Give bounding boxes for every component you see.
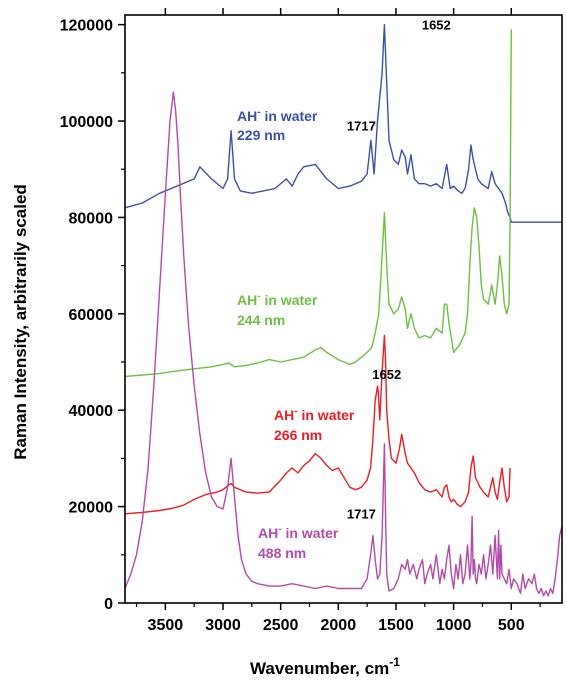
ticks-layer: 3500 3000 2500 2000 1500 1000 500 0 20000 40000 60…: [60, 8, 541, 634]
y-tick-label: 0: [104, 596, 113, 613]
x-tick-label: 1000: [436, 617, 472, 634]
y-tick-label: 80000: [69, 210, 114, 227]
series-line-3: [124, 91, 563, 597]
x-tick-label: 500: [498, 617, 525, 634]
series-label-488: AH- in water: [258, 524, 339, 541]
y-axis-title: Raman Intensity, arbitrarily scaled: [11, 184, 30, 460]
x-tick-label: 3500: [148, 617, 184, 634]
series-label-244: AH- in water: [237, 291, 318, 308]
y-tick-label: 20000: [69, 500, 114, 517]
x-axis-title: Wavenumber, cm-1: [250, 655, 400, 678]
series-line-1: [124, 29, 512, 378]
series-layer: [124, 23, 563, 597]
plot-frame: [124, 14, 563, 604]
series-line-0: [124, 23, 562, 223]
x-tick-label: 1500: [378, 617, 414, 634]
x-tick-label: 2000: [321, 617, 357, 634]
x-tick-label: 2500: [263, 617, 299, 634]
y-tick-label: 120000: [60, 18, 113, 35]
y-tick-label: 40000: [69, 403, 114, 420]
series-line-2: [124, 334, 511, 515]
peak-annotation: 1717: [347, 119, 376, 134]
series-label-488-wavelength: 488 nm: [258, 545, 306, 561]
peak-annotation: 1652: [372, 367, 401, 382]
y-tick-label: 60000: [69, 307, 114, 324]
series-label-266-wavelength: 266 nm: [274, 427, 322, 443]
series-label-229: AH- in water: [237, 107, 318, 124]
series-label-266: AH- in water: [274, 406, 355, 423]
labels-layer: 1652 1717 1652 1717: [347, 17, 451, 521]
peak-annotation: 1652: [422, 17, 451, 32]
y-tick-label: 100000: [60, 114, 113, 131]
peak-annotation: 1717: [347, 507, 376, 522]
series-label-229-wavelength: 229 nm: [237, 127, 285, 143]
series-label-244-wavelength: 244 nm: [237, 312, 285, 328]
x-tick-label: 3000: [205, 617, 241, 634]
